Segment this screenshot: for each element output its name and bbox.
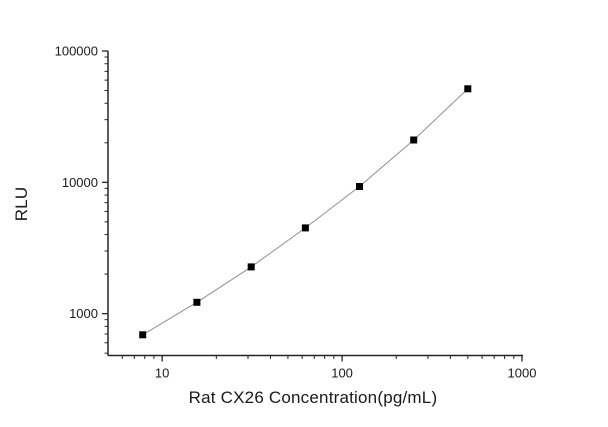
series-line: [142, 88, 469, 336]
x-tick-label: 10: [155, 366, 169, 381]
data-point-marker: [139, 331, 147, 339]
y-tick-label: 1000: [69, 306, 98, 321]
data-point-marker: [356, 183, 363, 190]
x-tick-label: 100: [331, 366, 353, 381]
data-point-marker: [193, 298, 201, 306]
x-tick-label: 1000: [508, 366, 537, 381]
plot-area: 1000 10000 100000 10 100 1000: [55, 44, 537, 381]
y-axis-title: RLU: [12, 187, 31, 222]
data-point-marker: [464, 85, 472, 93]
data-point-marker: [247, 263, 255, 271]
x-axis-title: Rat CX26 Concentration(pg/mL): [189, 388, 438, 407]
y-tick-label: 10000: [62, 175, 98, 190]
data-point-marker: [301, 224, 309, 232]
y-tick-label: 100000: [55, 44, 98, 59]
data-point-marker: [410, 136, 418, 144]
